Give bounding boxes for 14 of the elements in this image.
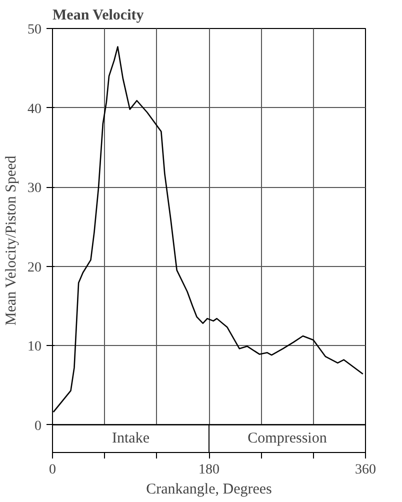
y-tick-label: 40: [28, 102, 42, 117]
y-axis-title: Mean Velocity/Piston Speed: [4, 155, 20, 326]
y-tick-label: 50: [28, 22, 42, 38]
y-tick-label: 30: [28, 181, 42, 196]
x-tick-label: 180: [198, 462, 220, 478]
x-tick-label: 360: [355, 462, 376, 478]
x-tick-label: 0: [49, 462, 56, 478]
x-axis-title: Crankangle, Degrees: [146, 482, 272, 498]
y-tick-label: 10: [28, 340, 42, 355]
band-label: Compression: [248, 430, 328, 447]
y-tick-label: 20: [28, 260, 42, 276]
chart-title: Mean Velocity: [52, 8, 144, 24]
y-tick-label: 0: [34, 418, 42, 434]
band-label: Intake: [112, 430, 150, 447]
